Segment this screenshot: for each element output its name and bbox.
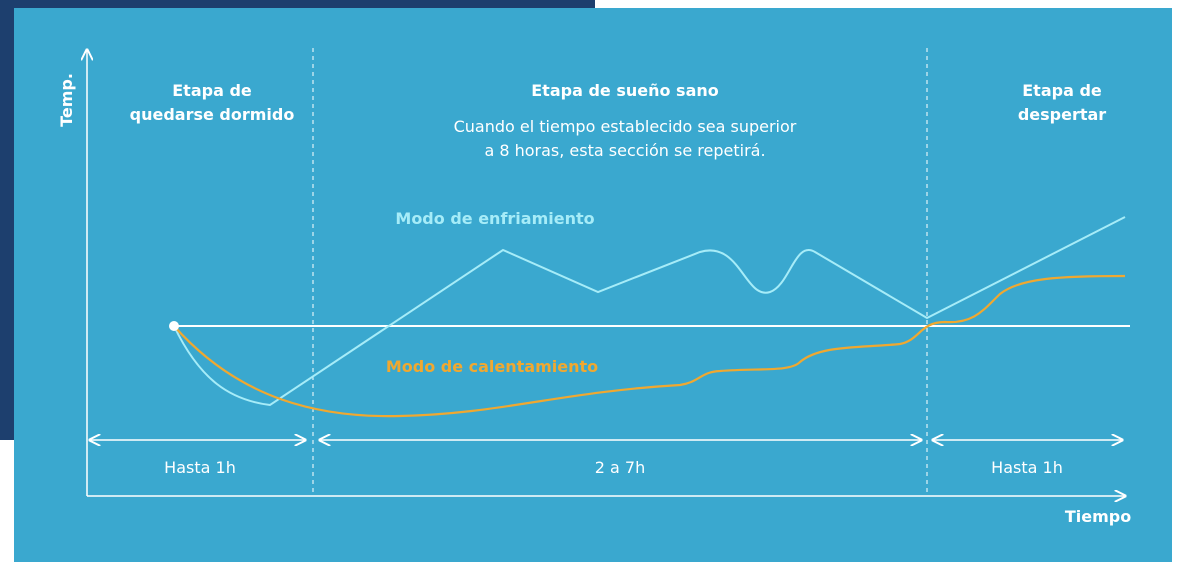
start-dot	[169, 321, 179, 331]
diagram: Temp. Tiempo Etapa de quedarse dormido E…	[0, 0, 1177, 562]
duration: Hasta 1h	[164, 458, 236, 477]
stage-title: Etapa de sueño sano	[531, 81, 719, 100]
warming-label: Modo de calentamiento	[386, 357, 598, 376]
stage-title: Etapa de	[172, 81, 252, 100]
stage-note: a 8 horas, esta sección se repetirá.	[484, 141, 765, 160]
y-axis-label: Temp.	[57, 73, 76, 127]
stage-note: Cuando el tiempo establecido sea superio…	[454, 117, 797, 136]
stage-title: despertar	[1018, 105, 1106, 124]
x-axis-label: Tiempo	[1065, 507, 1131, 526]
stage-title: Etapa de	[1022, 81, 1102, 100]
page: Temp. Tiempo Etapa de quedarse dormido E…	[0, 0, 1177, 562]
stage-title: quedarse dormido	[130, 105, 295, 124]
duration: 2 a 7h	[595, 458, 645, 477]
cooling-label: Modo de enfriamiento	[395, 209, 594, 228]
duration: Hasta 1h	[991, 458, 1063, 477]
